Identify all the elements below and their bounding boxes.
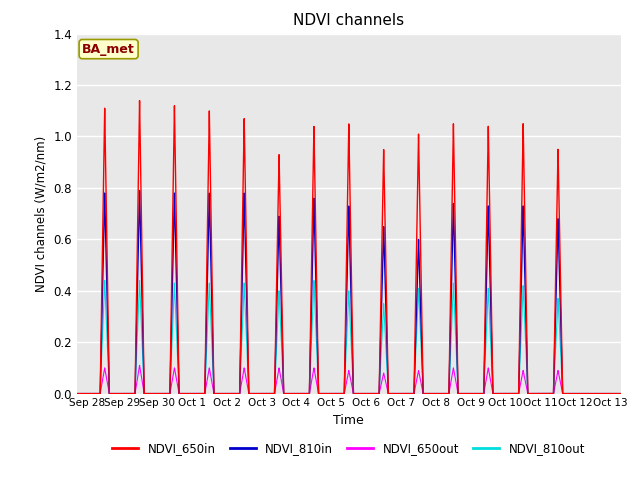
Y-axis label: NDVI channels (W/m2/nm): NDVI channels (W/m2/nm) — [35, 135, 47, 292]
Legend: NDVI_650in, NDVI_810in, NDVI_650out, NDVI_810out: NDVI_650in, NDVI_810in, NDVI_650out, NDV… — [108, 437, 590, 460]
X-axis label: Time: Time — [333, 414, 364, 427]
Title: NDVI channels: NDVI channels — [293, 13, 404, 28]
Text: BA_met: BA_met — [82, 43, 135, 56]
